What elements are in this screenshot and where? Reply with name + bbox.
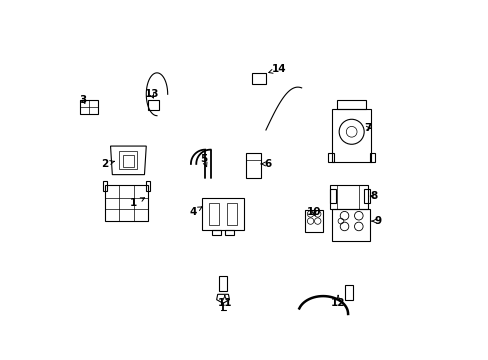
Bar: [208, 203, 219, 225]
Text: 5: 5: [200, 154, 206, 167]
Text: 2: 2: [102, 159, 114, 169]
Text: 9: 9: [371, 216, 381, 226]
Bar: [119, 152, 137, 169]
Bar: [148, 100, 159, 111]
Bar: [331, 208, 369, 241]
Bar: [123, 155, 134, 167]
Bar: [337, 100, 365, 109]
Bar: [105, 185, 148, 221]
Text: 7: 7: [363, 123, 371, 133]
Bar: [369, 153, 374, 162]
Text: 13: 13: [144, 89, 159, 99]
Bar: [305, 210, 323, 232]
Text: 11: 11: [217, 296, 232, 308]
Bar: [224, 230, 233, 235]
Bar: [212, 230, 221, 235]
Bar: [246, 153, 260, 178]
Text: 1: 1: [130, 198, 144, 208]
Bar: [146, 181, 149, 192]
Bar: [201, 198, 244, 230]
Bar: [103, 181, 107, 192]
Bar: [364, 189, 369, 203]
Text: 14: 14: [268, 64, 286, 74]
Bar: [344, 285, 353, 300]
Bar: [226, 203, 237, 225]
Text: 10: 10: [306, 207, 321, 217]
Text: 8: 8: [369, 191, 377, 201]
Text: 3: 3: [79, 95, 86, 105]
Bar: [331, 109, 370, 162]
Bar: [328, 153, 333, 162]
Text: 6: 6: [261, 159, 271, 169]
Bar: [219, 276, 226, 291]
Bar: [251, 73, 265, 84]
Bar: [80, 100, 98, 114]
Text: 4: 4: [189, 207, 202, 217]
Text: 12: 12: [330, 296, 345, 308]
Bar: [329, 185, 367, 208]
Bar: [329, 189, 335, 203]
